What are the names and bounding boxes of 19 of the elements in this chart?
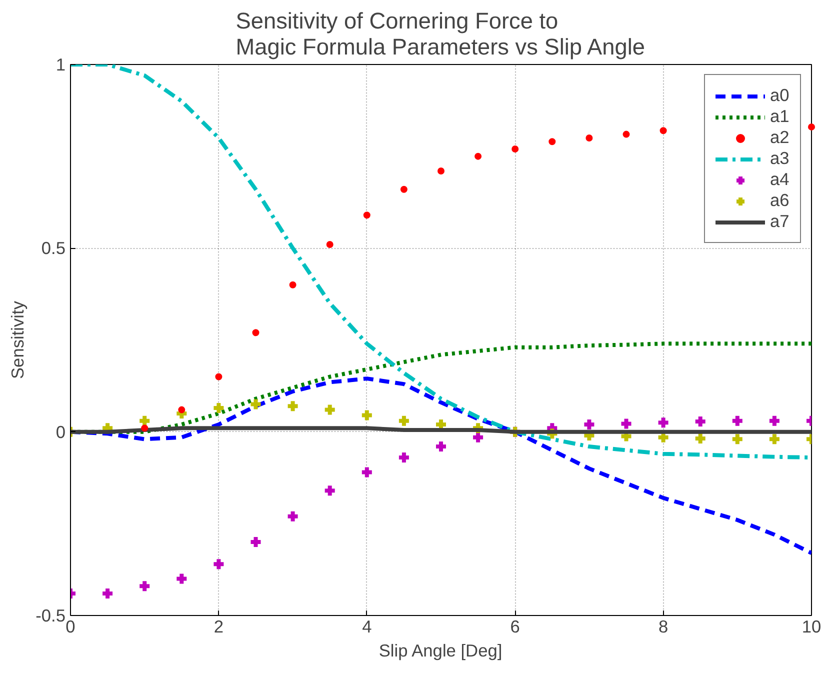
y-tick-label: 1 xyxy=(56,54,66,74)
legend-label: a2 xyxy=(770,127,790,148)
x-tick-label: 8 xyxy=(658,616,668,636)
x-tick-label: 6 xyxy=(510,616,520,636)
y-tick-label: 0.5 xyxy=(41,238,66,258)
x-tick-label: 10 xyxy=(802,616,822,636)
chart-title: Sensitivity of Cornering Force to Magic Formula Parameters vs Slip Angle xyxy=(236,8,645,60)
y-tick-label: -0.5 xyxy=(36,606,66,626)
y-tick-label: 0 xyxy=(56,422,66,442)
legend-label: a7 xyxy=(770,211,790,232)
legend-label: a1 xyxy=(770,106,790,127)
legend-label: a3 xyxy=(770,148,790,169)
y-axis-title: Sensitivity xyxy=(8,300,28,379)
x-tick-label: 4 xyxy=(362,616,372,636)
x-tick-label: 2 xyxy=(214,616,224,636)
legend-label: a6 xyxy=(770,190,790,211)
legend-label: a4 xyxy=(770,169,790,190)
x-axis-title: Slip Angle [Deg] xyxy=(378,640,502,660)
legend-label: a0 xyxy=(770,85,790,106)
